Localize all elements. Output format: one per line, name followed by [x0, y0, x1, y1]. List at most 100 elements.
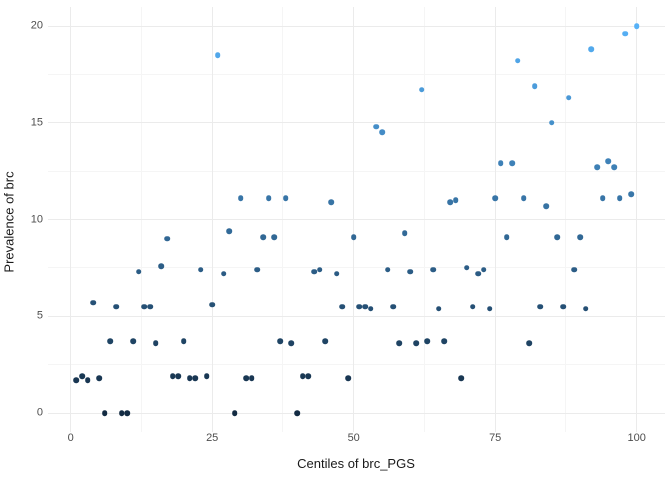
data-point	[413, 340, 419, 347]
data-point	[158, 263, 165, 269]
x-axis-title: Centiles of brc_PGS	[297, 456, 415, 471]
x-major-gridline	[211, 6, 213, 433]
data-point	[79, 373, 85, 380]
data-point	[198, 267, 204, 273]
y-minor-gridline	[48, 73, 665, 75]
data-point	[565, 94, 572, 101]
data-point	[345, 375, 351, 381]
y-tick-label: 10	[30, 213, 43, 225]
x-major-gridline	[70, 6, 72, 433]
data-point	[249, 375, 255, 381]
data-point	[367, 305, 374, 312]
data-point	[616, 195, 623, 201]
data-point	[209, 301, 215, 308]
data-point	[282, 195, 289, 201]
data-point	[526, 340, 532, 347]
x-tick-label: 50	[347, 432, 360, 444]
y-tick-label: 20	[30, 19, 43, 32]
data-point	[532, 83, 538, 89]
data-point	[147, 303, 153, 310]
data-point	[633, 23, 640, 29]
data-point	[356, 303, 363, 310]
data-point	[350, 234, 357, 240]
data-point	[430, 267, 436, 273]
data-point	[101, 410, 108, 416]
data-point	[135, 268, 142, 275]
data-point	[469, 303, 476, 310]
data-point	[299, 373, 306, 380]
data-point	[628, 191, 634, 198]
data-point	[441, 338, 448, 345]
data-point	[215, 52, 221, 58]
y-major-gridline	[48, 122, 665, 124]
data-point	[549, 119, 555, 126]
data-point	[288, 340, 295, 347]
data-point	[113, 303, 119, 310]
data-point	[169, 373, 176, 380]
data-point	[192, 375, 199, 381]
data-point	[322, 338, 329, 345]
y-major-gridline	[48, 25, 665, 27]
data-point	[339, 303, 346, 310]
data-point	[515, 58, 521, 64]
data-point	[254, 267, 261, 273]
y-minor-gridline	[48, 364, 665, 366]
data-point	[141, 303, 148, 310]
data-point	[333, 270, 340, 277]
data-point	[73, 377, 80, 383]
data-point	[622, 30, 629, 37]
data-point	[373, 123, 380, 130]
data-point	[605, 158, 612, 165]
data-point	[486, 305, 493, 312]
y-minor-gridline	[48, 170, 665, 172]
data-point	[582, 305, 589, 312]
y-major-gridline	[48, 412, 665, 414]
data-point	[588, 46, 595, 53]
data-point	[520, 195, 527, 201]
data-point	[509, 160, 515, 167]
data-point	[498, 160, 504, 167]
data-point	[407, 268, 414, 275]
data-point	[537, 303, 544, 310]
data-point	[475, 270, 482, 277]
y-tick-label: 5	[36, 309, 43, 322]
data-point	[237, 195, 244, 201]
data-point	[96, 375, 102, 381]
data-point	[243, 375, 249, 381]
data-point	[107, 338, 114, 345]
data-point	[554, 234, 561, 240]
data-point	[271, 234, 278, 240]
data-point	[384, 267, 391, 273]
data-point	[186, 375, 193, 381]
data-point	[492, 195, 498, 201]
data-point	[164, 236, 170, 242]
data-point	[560, 303, 566, 310]
data-point	[458, 375, 465, 381]
data-point	[390, 303, 397, 310]
data-point	[130, 338, 136, 345]
y-minor-gridline	[48, 267, 665, 269]
data-point	[481, 267, 487, 273]
data-point	[152, 340, 159, 347]
data-point	[503, 234, 510, 240]
x-major-gridline	[494, 6, 496, 433]
data-point	[124, 410, 131, 416]
data-point	[305, 373, 312, 380]
data-point	[599, 195, 606, 201]
data-point	[266, 195, 272, 201]
x-major-gridline	[636, 6, 638, 433]
data-point	[175, 373, 182, 380]
data-point	[424, 338, 431, 345]
data-point	[464, 265, 470, 271]
data-point	[594, 164, 600, 171]
data-point	[277, 338, 283, 345]
data-point	[260, 234, 266, 240]
data-point	[577, 234, 583, 240]
data-point	[181, 338, 187, 345]
y-tick-label: 15	[30, 116, 43, 129]
x-tick-label: 0	[67, 432, 74, 444]
data-point	[203, 373, 210, 380]
data-point	[401, 230, 408, 236]
data-point	[311, 268, 317, 275]
